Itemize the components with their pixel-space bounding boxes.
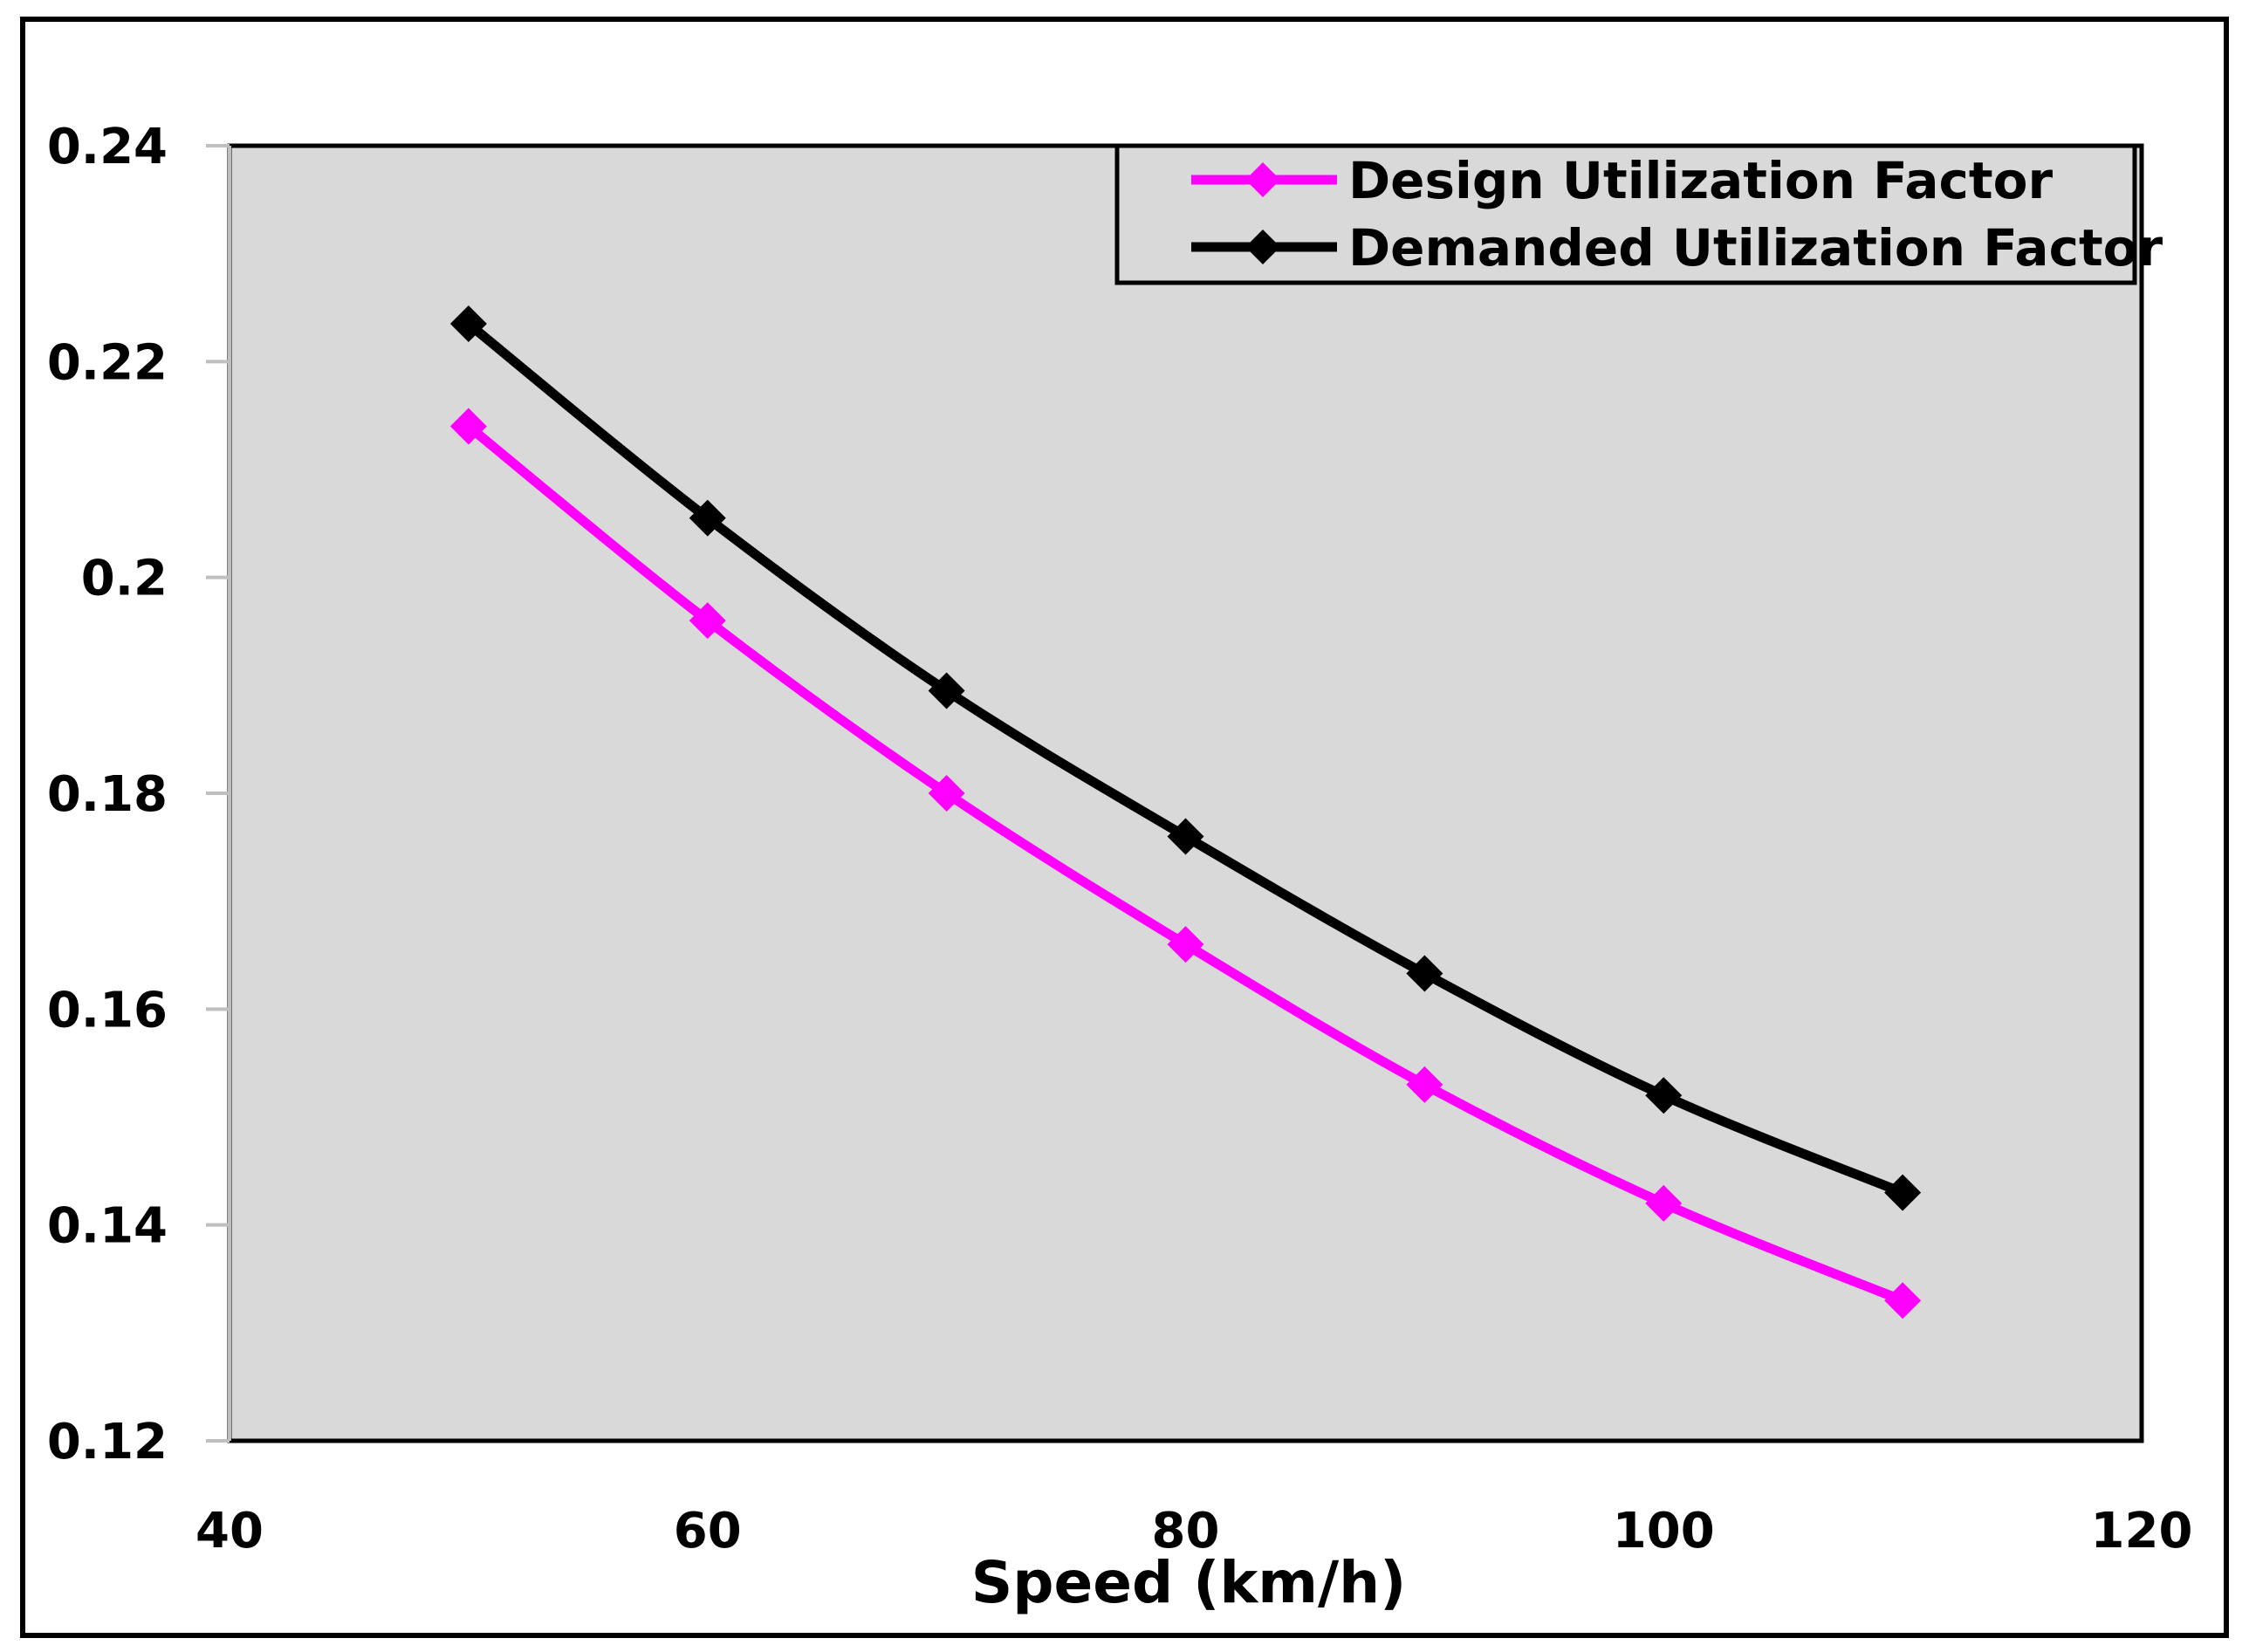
plot-area <box>227 143 2144 1443</box>
data-point-design-utilization-factor <box>928 775 965 812</box>
data-point-demanded-utilization-factor <box>1406 955 1443 992</box>
y-tick-label: 0.16 <box>47 982 168 1038</box>
x-tick-label: 40 <box>195 1503 264 1559</box>
data-point-demanded-utilization-factor <box>928 672 965 709</box>
data-point-demanded-utilization-factor <box>689 499 726 537</box>
x-axis-ticks: 40 60 80 100 120 <box>195 1503 2192 1559</box>
x-axis-title: Speed (km/h) <box>971 1549 1407 1616</box>
data-point-demanded-utilization-factor <box>1884 1174 1922 1211</box>
data-point-demanded-utilization-factor <box>449 305 487 343</box>
y-tick-label: 0.2 <box>81 551 168 607</box>
legend: Design Utilization Factor Demanded Utiliz… <box>1114 143 2163 285</box>
x-tick-label: 60 <box>674 1503 742 1559</box>
legend-marker-demanded-utilization-factor <box>1245 230 1280 264</box>
data-point-design-utilization-factor <box>1884 1282 1922 1320</box>
y-tick-label: 0.18 <box>47 766 168 823</box>
y-tick-label: 0.22 <box>47 334 168 391</box>
y-tick-label: 0.24 <box>47 119 168 175</box>
data-point-design-utilization-factor <box>1167 926 1204 963</box>
legend-label-demanded-utilization-factor: Demanded Utilization Factor <box>1348 218 2163 278</box>
data-point-design-utilization-factor <box>1406 1066 1443 1103</box>
series-layer <box>449 305 1922 1320</box>
legend-marker-design-utilization-factor <box>1245 162 1280 197</box>
legend-box <box>1114 143 2137 285</box>
data-point-design-utilization-factor <box>449 408 487 445</box>
x-tick-label: 120 <box>2091 1503 2193 1559</box>
data-point-demanded-utilization-factor <box>1645 1077 1683 1114</box>
x-tick-label: 80 <box>1152 1503 1220 1559</box>
data-point-demanded-utilization-factor <box>1167 818 1204 855</box>
y-tick-label: 0.14 <box>47 1198 168 1255</box>
data-point-design-utilization-factor <box>689 602 726 640</box>
legend-label-design-utilization-factor: Design Utilization Factor <box>1348 151 2053 210</box>
y-axis-ticks: 0.12 0.14 0.16 0.18 0.2 0.22 0.24 <box>47 119 230 1470</box>
x-tick-label: 100 <box>1613 1503 1715 1559</box>
data-point-design-utilization-factor <box>1645 1184 1683 1222</box>
y-tick-label: 0.12 <box>47 1414 168 1470</box>
